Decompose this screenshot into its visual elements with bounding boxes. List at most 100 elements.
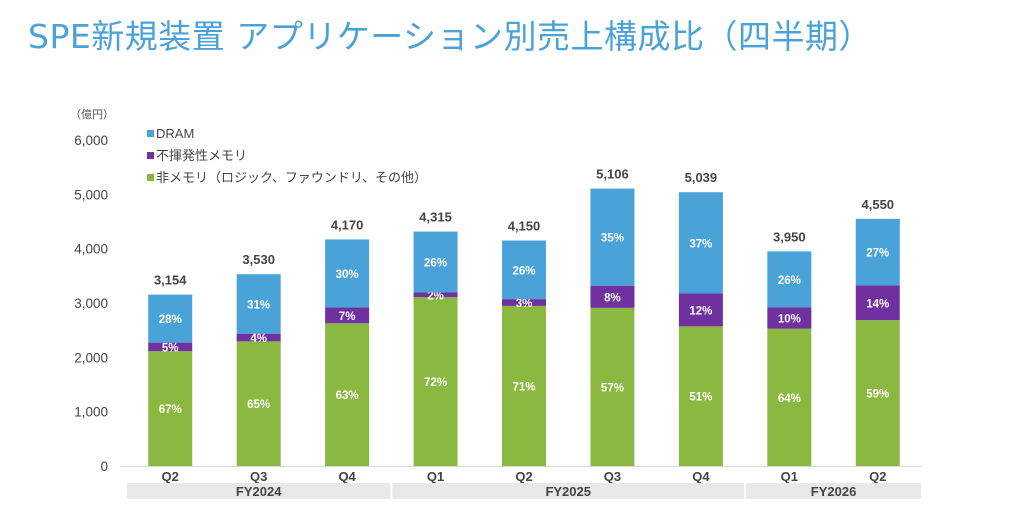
bar-segment: [148, 351, 193, 466]
legend-label: 非メモリ（ロジック、ファウンドリ、その他）: [156, 170, 427, 185]
bar-total-label: 4,170: [331, 217, 364, 232]
y-tick-label: 1,000: [74, 405, 108, 420]
bar-stack: 64% 10% 26% 3,950: [767, 229, 812, 466]
segment-percent-label: 3%: [516, 298, 533, 310]
y-axis: 0 1,000 2,000 3,000 4,000 5,000 6,000: [74, 133, 108, 474]
segment-percent-label: 67%: [159, 404, 182, 416]
bar-total-label: 3,530: [242, 252, 275, 267]
segment-percent-label: 64%: [778, 393, 801, 405]
segment-percent-label: 71%: [512, 381, 535, 393]
bar-total-label: 4,150: [508, 219, 541, 234]
bar-segment: [148, 294, 193, 343]
fiscal-year-band: [127, 483, 391, 499]
x-tick-label: Q2: [515, 469, 532, 484]
fiscal-year-label: FY2024: [236, 484, 282, 499]
bar-segment: [148, 342, 193, 352]
legend-swatch: [147, 130, 154, 137]
bar-stack: 51% 12% 37% 5,039: [678, 170, 723, 466]
bar-segment: [855, 218, 900, 286]
segment-percent-label: 63%: [336, 390, 359, 402]
bar-segment: [855, 285, 900, 321]
bar-segment: [325, 323, 370, 466]
y-tick-label: 6,000: [74, 133, 108, 148]
legend-swatch: [147, 174, 154, 181]
bar-segment: [413, 297, 458, 466]
x-tick-label: Q1: [427, 469, 444, 484]
segment-percent-label: 5%: [162, 342, 179, 354]
segment-percent-label: 10%: [778, 313, 801, 325]
fiscal-year-band: [746, 483, 921, 499]
segment-percent-label: 65%: [247, 399, 270, 411]
segment-percent-label: 14%: [866, 298, 889, 310]
segment-percent-label: 8%: [604, 292, 621, 304]
segment-percent-label: 31%: [247, 299, 270, 311]
bar-stack: 57% 8% 35% 5,106: [590, 167, 635, 466]
y-tick-label: 4,000: [74, 242, 108, 257]
y-tick-label: 0: [100, 459, 108, 474]
segment-percent-label: 37%: [689, 238, 712, 250]
y-tick-label: 5,000: [74, 187, 108, 202]
fiscal-year-label: FY2026: [811, 484, 857, 499]
segment-percent-label: 57%: [601, 382, 624, 394]
fiscal-year-band: [392, 483, 745, 499]
bar-total-label: 3,154: [154, 273, 187, 288]
bars: 67% 5% 28% 3,154 65% 4% 31% 3,530 63% 7% 30% 4,170 7…: [148, 167, 900, 466]
bar-segment: [325, 239, 370, 308]
bar-total-label: 3,950: [773, 229, 806, 244]
segment-percent-label: 26%: [512, 265, 535, 277]
bar-total-label: 4,550: [862, 197, 895, 212]
x-tick-label: Q2: [162, 469, 179, 484]
bar-segment: [678, 192, 723, 294]
segment-percent-label: 27%: [866, 248, 889, 260]
x-tick-label: Q3: [250, 469, 267, 484]
segment-percent-label: 2%: [427, 290, 444, 302]
bar-segment: [236, 333, 281, 342]
segment-percent-label: 30%: [336, 269, 359, 281]
y-tick-label: 3,000: [74, 296, 108, 311]
bar-segment: [767, 328, 812, 466]
x-tick-label: Q1: [781, 469, 798, 484]
bar-segment: [413, 231, 458, 293]
segment-percent-label: 51%: [689, 392, 712, 404]
segment-percent-label: 26%: [778, 275, 801, 287]
bar-stack: 71% 3% 26% 4,150: [502, 219, 546, 466]
bar-segment: [236, 274, 281, 334]
bar-segment: [590, 188, 635, 286]
y-tick-label: 2,000: [74, 350, 108, 365]
bar-segment: [767, 251, 812, 308]
bar-segment: [855, 320, 900, 466]
bar-segment: [413, 292, 458, 298]
segment-percent-label: 72%: [424, 377, 447, 389]
bar-stack: 65% 4% 31% 3,530: [236, 252, 281, 466]
segment-percent-label: 35%: [601, 233, 624, 245]
chart-title: SPE新規装置 アプリケーション別売上構成比（四半期）: [28, 17, 873, 56]
x-tick-label: Q2: [869, 469, 886, 484]
x-tick-label: Q3: [604, 469, 621, 484]
x-tick-label: Q4: [692, 469, 710, 484]
bar-stack: 59% 14% 27% 4,550: [855, 197, 900, 466]
segment-percent-label: 26%: [424, 258, 447, 270]
bar-segment: [502, 299, 546, 306]
x-tick-label: Q4: [338, 469, 356, 484]
bar-segment: [236, 341, 281, 466]
fiscal-year-label: FY2025: [545, 484, 591, 499]
bar-segment: [590, 285, 635, 308]
y-axis-unit-label: （億円）: [70, 108, 114, 121]
bar-total-label: 4,315: [419, 210, 452, 225]
bar-segment: [325, 307, 370, 324]
bar-segment: [678, 293, 723, 327]
segment-percent-label: 7%: [339, 311, 356, 323]
bar-stack: 63% 7% 30% 4,170: [325, 217, 370, 466]
legend-label: 不揮発性メモリ: [156, 148, 247, 163]
segment-percent-label: 12%: [689, 305, 712, 317]
legend-swatch: [147, 152, 154, 159]
bar-segment: [502, 240, 546, 300]
segment-percent-label: 28%: [159, 314, 182, 326]
bar-total-label: 5,106: [596, 167, 629, 182]
bar-segment: [502, 305, 546, 466]
bar-total-label: 5,039: [685, 170, 718, 185]
x-axis: Q2 Q3 Q4 Q1 Q2 Q3 Q4 Q1 Q2 FY2024 FY2025 FY2026: [127, 469, 921, 499]
segment-percent-label: 4%: [250, 333, 267, 345]
